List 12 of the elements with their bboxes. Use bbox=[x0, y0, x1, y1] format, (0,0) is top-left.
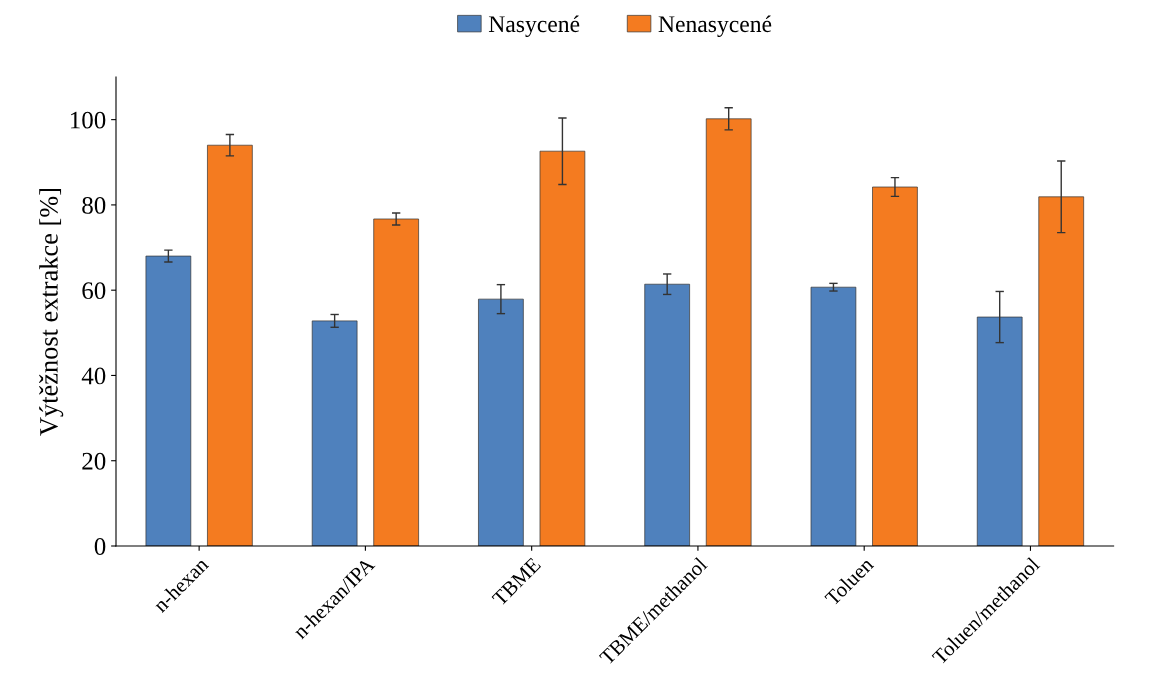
bar bbox=[145, 255, 192, 546]
y-tick-label: 60 bbox=[82, 282, 106, 300]
legend-label: Nasycené bbox=[488, 15, 580, 37]
legend-label: Nenasycené bbox=[658, 15, 772, 37]
y-tick-label: 20 bbox=[82, 452, 106, 470]
y-tick-label: 0 bbox=[94, 538, 106, 555]
y-tick-label: 40 bbox=[81, 367, 106, 385]
y-tick-label: 80 bbox=[82, 196, 106, 214]
bar bbox=[810, 286, 857, 546]
y-axis-title: Výtěžnost extrakce [%] bbox=[39, 188, 64, 436]
y-tick-label: 100 bbox=[70, 111, 106, 129]
bar bbox=[373, 218, 419, 546]
